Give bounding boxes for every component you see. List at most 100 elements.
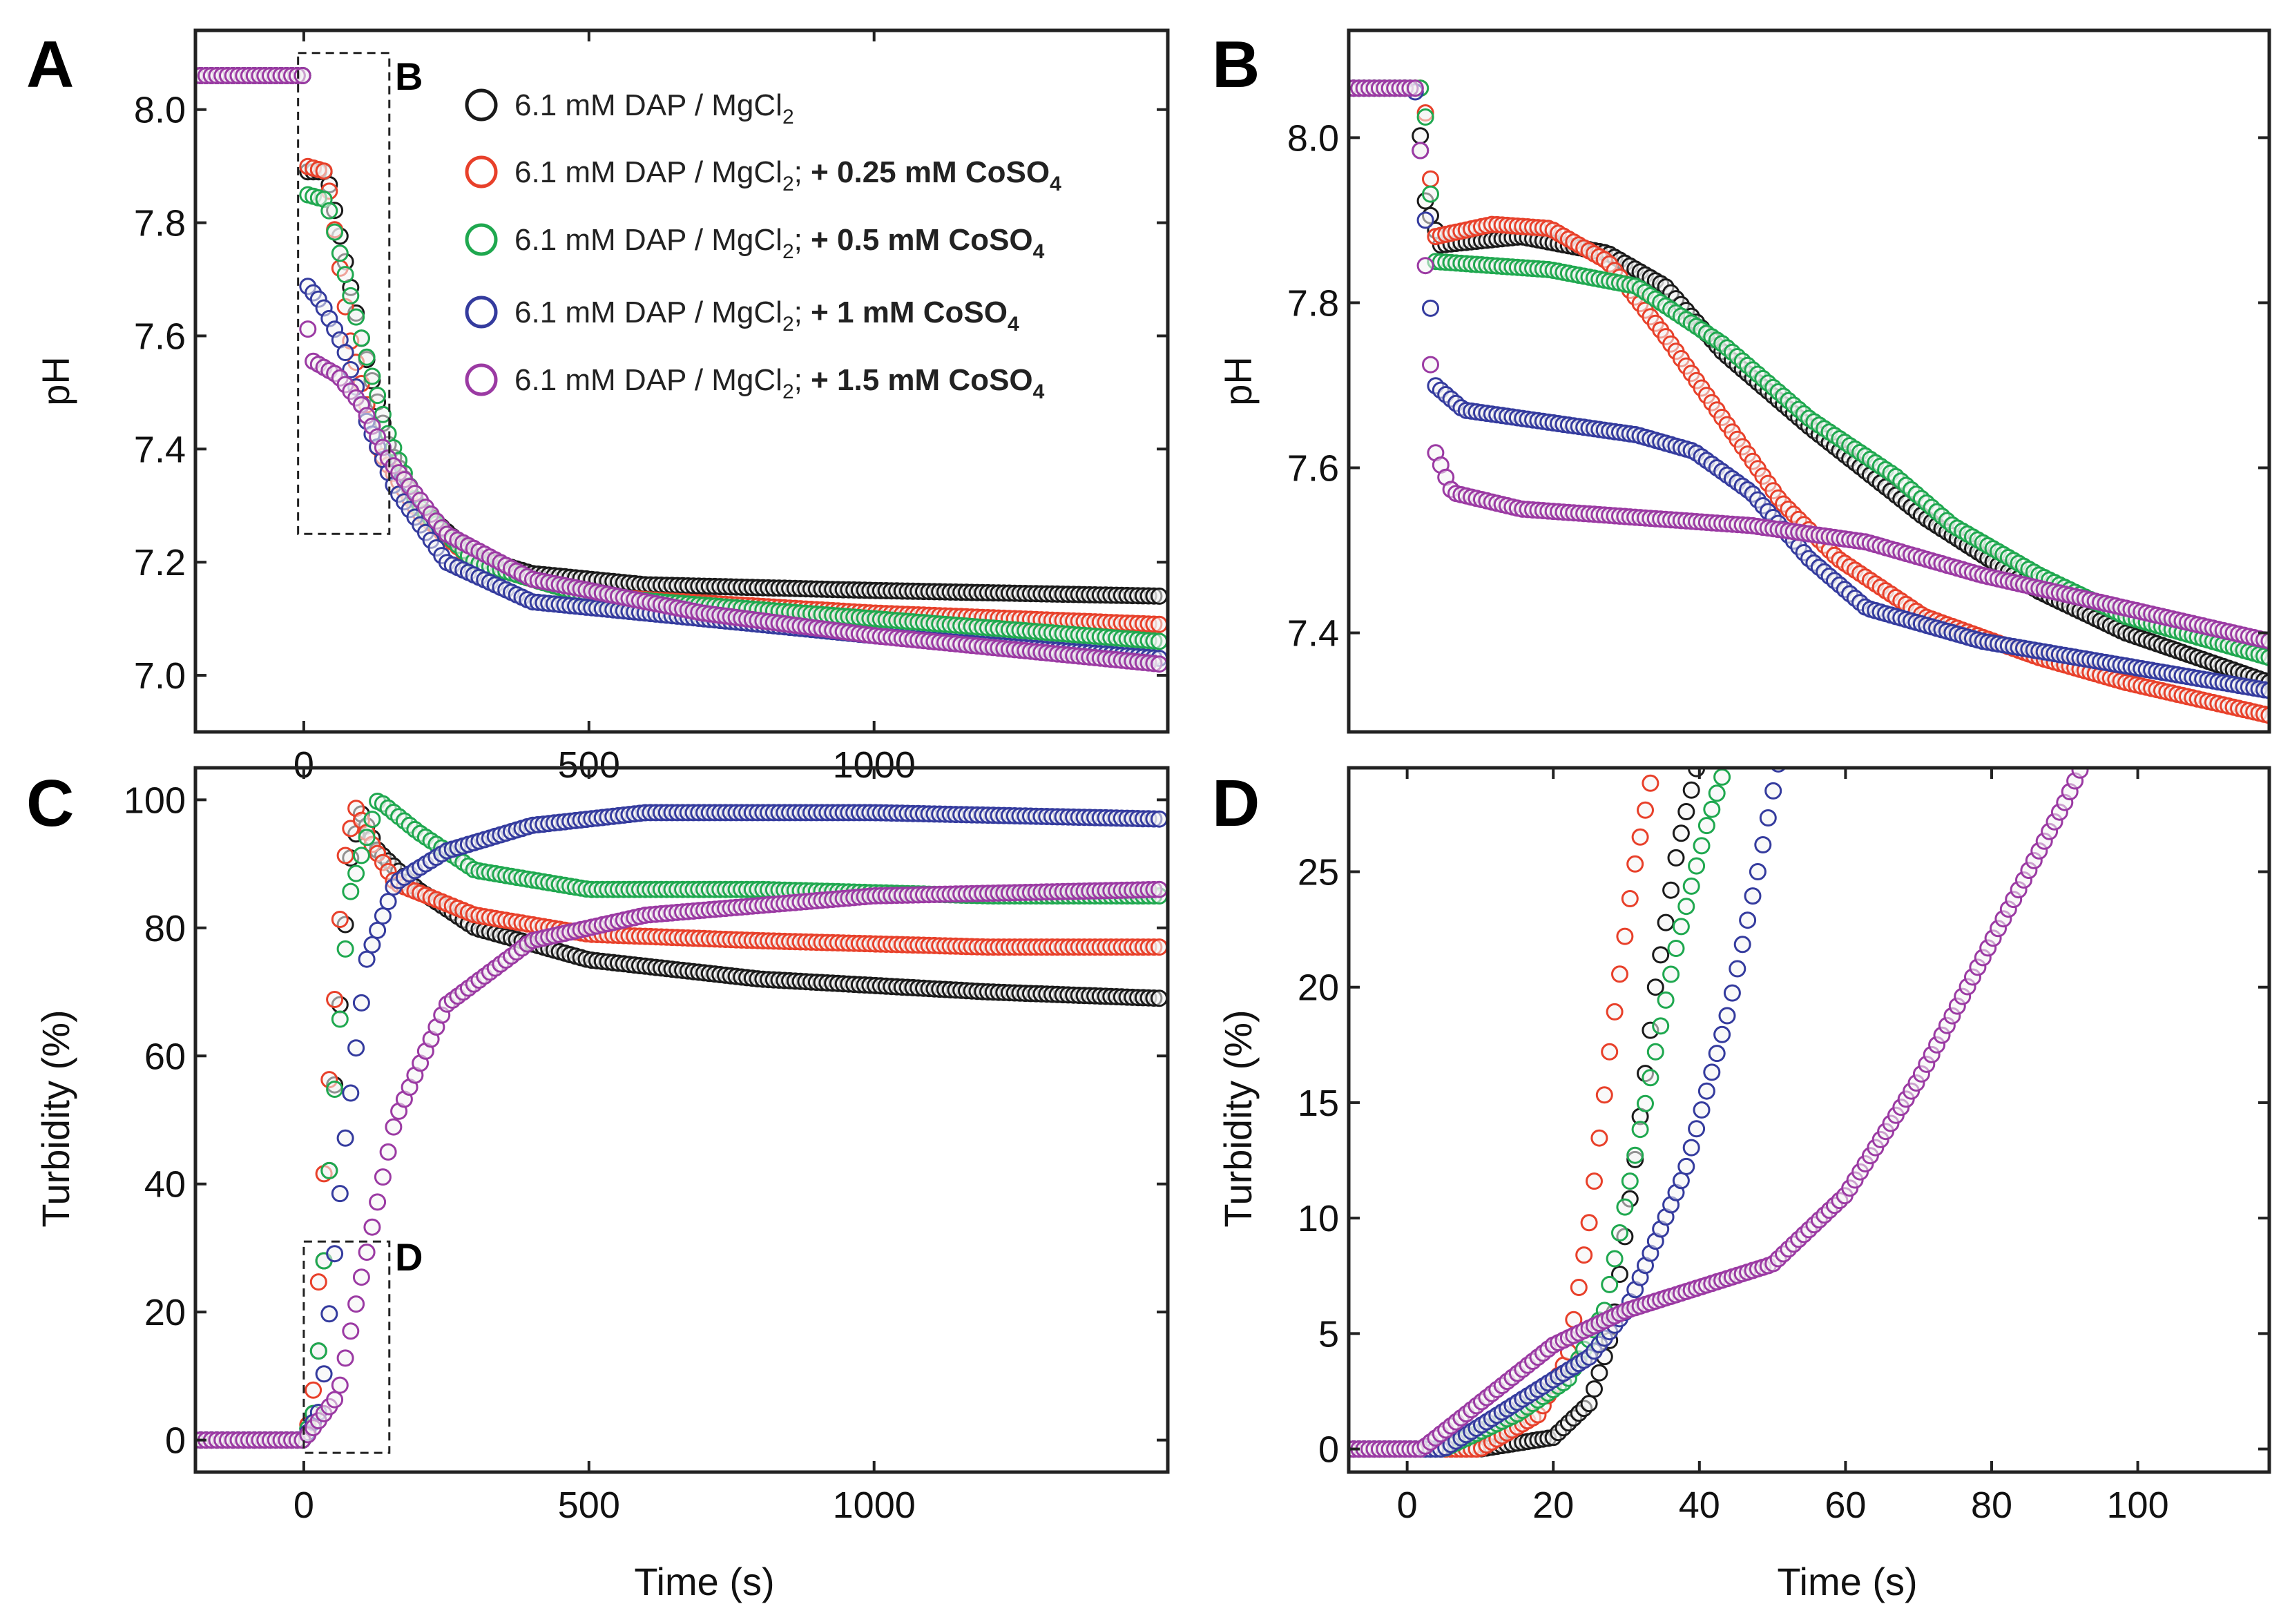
data-point: [2241, 748, 2256, 764]
data-point: [1924, 748, 1939, 764]
panel-a-letter: A: [26, 28, 74, 102]
data-point: [1934, 748, 1950, 764]
data-point: [1837, 748, 1852, 764]
data-point: [1827, 748, 1842, 764]
data-point: [336, 1129, 354, 1147]
data-point: [2011, 748, 2026, 764]
data-point: [1832, 748, 1847, 764]
data-point: [1827, 748, 1842, 764]
data-point: [2262, 748, 2277, 764]
data-point: [374, 907, 392, 925]
x-tick-label: 0: [293, 1485, 314, 1526]
data-point: [1422, 356, 1439, 374]
data-point: [1776, 748, 1791, 764]
data-point: [326, 1391, 344, 1409]
data-point: [1713, 768, 1731, 786]
data-point: [2001, 748, 2016, 764]
data-point: [2215, 748, 2231, 764]
zoom-box-d: [302, 1240, 391, 1454]
data-point: [331, 1376, 349, 1394]
data-point: [2062, 748, 2077, 764]
data-point: [2113, 748, 2128, 764]
data-point: [2226, 748, 2241, 764]
data-point: [2251, 748, 2266, 764]
data-point: [2159, 748, 2175, 764]
data-point: [1754, 836, 1772, 853]
data-point: [2113, 748, 2128, 764]
data-point: [1827, 748, 1842, 764]
data-point: [1853, 748, 1868, 764]
data-point: [1853, 748, 1868, 764]
data-point: [1715, 748, 1730, 764]
data-point: [2083, 748, 2098, 764]
panel-c-series: [195, 793, 1168, 1449]
panel-c-frame: [193, 766, 1170, 1474]
data-point: [2042, 748, 2057, 764]
data-point: [2221, 748, 2236, 764]
data-point: [1817, 748, 1832, 764]
data-point: [2139, 748, 2154, 764]
data-point: [326, 991, 344, 1008]
data-point: [1590, 1129, 1608, 1147]
series-dap-panel-d: [1349, 748, 2272, 1458]
data-point: [347, 308, 365, 326]
data-point: [1898, 748, 1914, 764]
data-point: [2257, 748, 2272, 764]
data-point: [369, 387, 387, 405]
data-point: [1807, 748, 1822, 764]
panel-d-frame: [1347, 766, 2271, 1474]
data-point: [2021, 748, 2037, 764]
legend-text-co15: 6.1 mM DAP / MgCl2; + 1.5 mM CoSO4: [514, 363, 1045, 403]
data-point: [2211, 748, 2226, 764]
data-point: [2190, 748, 2205, 764]
data-point: [2159, 748, 2175, 764]
data-point: [2155, 748, 2170, 764]
data-point: [1991, 748, 2006, 764]
data-point: [1888, 748, 1903, 764]
data-point: [2180, 748, 2195, 764]
y-tick-label: 8.0: [1287, 117, 1339, 159]
data-point: [1863, 748, 1878, 764]
panel-a-series: [195, 67, 1168, 673]
data-point: [2257, 748, 2272, 764]
data-point: [2195, 748, 2211, 764]
data-point: [1672, 1172, 1690, 1190]
data-point: [1771, 748, 1786, 764]
data-point: [1914, 748, 1929, 764]
data-point: [1637, 801, 1654, 819]
data-point: [2103, 748, 2118, 764]
data-point: [379, 1143, 397, 1161]
legend-item-dap: 6.1 mM DAP / MgCl2: [465, 88, 794, 128]
data-point: [2236, 748, 2251, 764]
data-point: [1740, 748, 1755, 764]
data-point: [2057, 748, 2072, 764]
data-point: [347, 1295, 365, 1313]
series-co025-panel-b: [1349, 79, 2269, 724]
data-point: [2200, 748, 2215, 764]
legend-item-co025: 6.1 mM DAP / MgCl2; + 0.25 mM CoSO4: [465, 155, 1061, 195]
data-point: [1796, 748, 1811, 764]
data-point: [1611, 1266, 1628, 1283]
data-point: [1586, 1172, 1603, 1190]
data-point: [1672, 824, 1690, 842]
data-point: [2124, 748, 2139, 764]
data-point: [2206, 748, 2221, 764]
data-point: [2260, 648, 2269, 666]
data-point: [1760, 748, 1775, 764]
data-point: [2011, 748, 2026, 764]
data-point: [2071, 768, 2089, 779]
data-point: [2017, 748, 2032, 764]
data-point: [2124, 748, 2139, 764]
data-point: [1151, 810, 1168, 828]
data-point: [1991, 748, 2006, 764]
data-point: [2155, 748, 2170, 764]
data-point: [1766, 748, 1781, 764]
data-point: [1811, 748, 1827, 764]
data-point: [2159, 748, 2175, 764]
data-point: [2155, 748, 2170, 764]
data-point: [2068, 748, 2083, 764]
data-point: [374, 1168, 392, 1186]
data-point: [2180, 748, 2195, 764]
data-point: [1909, 748, 1924, 764]
data-point: [2206, 748, 2221, 764]
